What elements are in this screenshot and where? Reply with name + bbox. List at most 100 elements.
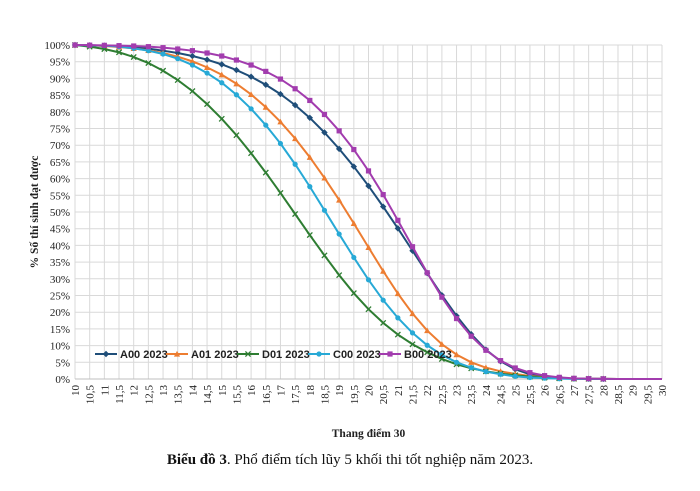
data-point [409,341,416,348]
legend-marker [244,350,252,358]
data-point [542,373,548,379]
data-point [219,80,225,86]
data-point [292,135,299,142]
y-tick-label: 35% [50,257,70,269]
x-tick-label: 16,5 [261,385,273,405]
data-point [306,114,313,122]
x-tick-label: 13 [158,385,170,397]
data-point [335,145,343,153]
x-tick-label: 14 [187,385,199,397]
data-point [380,268,387,274]
data-point [101,42,107,48]
data-point [336,128,342,134]
data-point [586,376,592,382]
x-tick-label: 17 [275,385,287,397]
series-b00-2023 [72,42,662,382]
data-point [189,88,196,95]
data-point [131,43,137,49]
data-point [321,111,328,118]
data-point [203,64,211,70]
y-axis-title: % Số thí sinh đạt được [28,156,41,269]
y-tick-label: 5% [55,357,70,369]
x-tick-label: 29,5 [642,385,654,405]
data-point [380,297,386,303]
legend-item: D01 2023 [237,349,310,361]
data-point [189,58,196,64]
data-point [233,80,240,87]
x-tick-label: 13,5 [173,385,185,405]
x-tick-label: 10,5 [85,385,97,405]
data-point [380,319,387,326]
data-point [527,370,533,376]
legend-marker [387,351,393,357]
x-tick-label: 25 [510,385,522,397]
x-tick-label: 14,5 [202,385,214,405]
figure-caption: Biểu đồ 3. Phổ điểm tích lũy 5 khối thi … [0,452,700,469]
data-point [527,374,533,381]
data-point [394,290,401,297]
data-point [409,330,416,336]
data-point [247,73,255,80]
data-point [263,122,269,128]
y-tick-label: 95% [50,57,70,69]
y-tick-label: 40% [50,240,70,252]
x-tick-label: 22 [422,385,434,396]
data-point [600,376,606,382]
x-tick-label: 20 [364,385,376,397]
y-tick-label: 100% [44,40,70,52]
data-point [336,196,343,203]
data-point [307,97,313,104]
data-point [438,355,445,363]
axes: 0% 5% 10% 15% 20% 25% 30% 35% 40% 45% 50% 55% 60% 65%… [44,40,669,404]
data-point [277,189,284,197]
data-point [468,359,475,365]
data-point [365,244,372,251]
x-tick-label: 10 [70,385,82,397]
legend-marker [173,350,181,357]
data-point [351,146,357,153]
data-point [424,327,431,334]
x-tick-label: 20,5 [378,385,390,405]
data-point [291,101,299,109]
y-tick-label: 10% [50,341,70,353]
data-point [439,352,445,358]
data-point [321,252,328,259]
data-point [263,68,269,74]
data-point [424,342,430,348]
data-point [439,294,445,300]
data-point [145,48,151,54]
y-tick-label: 50% [50,207,70,219]
y-tick-label: 30% [50,274,70,286]
x-tick-label: 23,5 [466,385,478,405]
x-axis-title: Thang điểm 30 [332,427,406,440]
data-point [292,210,299,218]
data-point [497,371,504,377]
data-point [336,231,342,237]
legend-item: B00 2023 [379,349,452,361]
data-point [321,129,328,136]
data-point [174,77,181,84]
data-point [512,365,518,371]
data-point [497,358,504,364]
gridlines [74,44,663,380]
data-point [218,115,225,122]
data-point [482,364,489,371]
legend-label: C00 2023 [333,349,381,361]
legend-marker [102,350,110,358]
data-point [365,168,372,174]
x-tick-label: 11,5 [114,385,126,404]
x-tick-label: 24,5 [496,385,508,405]
data-point [365,277,372,283]
data-point [219,53,225,59]
data-point [438,341,445,347]
legend: A00 2023 A01 2023 D01 2023 C00 2023 B00 2023 [95,349,452,361]
data-point [409,310,416,317]
y-tick-label: 55% [50,190,70,202]
data-point [336,272,343,279]
data-point [248,106,254,112]
y-tick-label: 70% [50,140,70,152]
data-point [116,43,122,49]
data-point [204,70,210,76]
data-point [130,53,137,61]
